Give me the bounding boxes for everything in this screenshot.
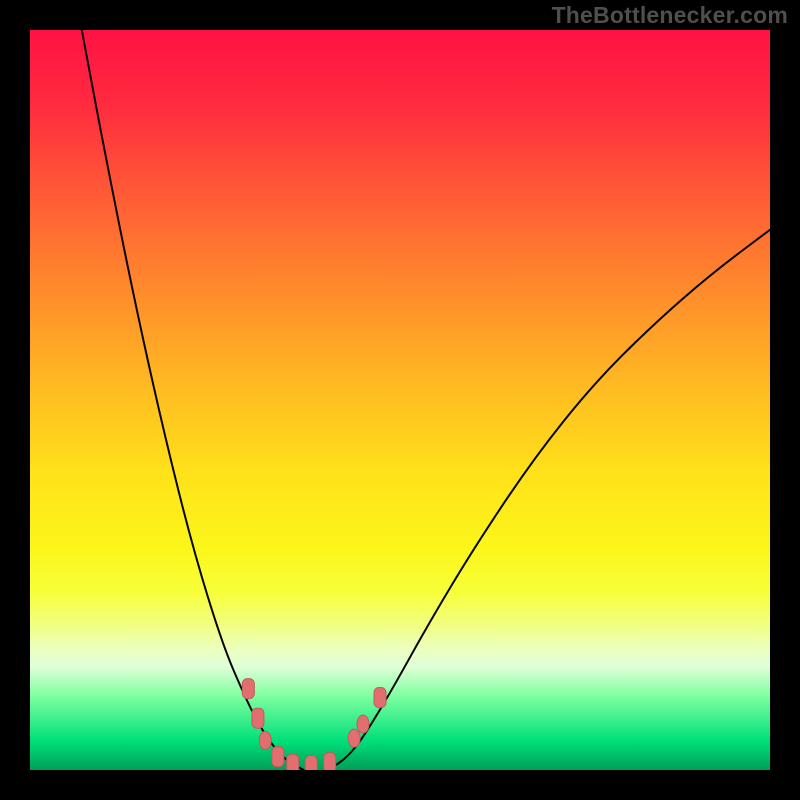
curve-marker bbox=[357, 715, 369, 733]
curve-marker bbox=[272, 747, 284, 767]
curve-marker bbox=[242, 679, 254, 699]
chart-root: TheBottlenecker.com bbox=[0, 0, 800, 800]
curve-marker bbox=[324, 753, 336, 773]
chart-svg bbox=[0, 0, 800, 800]
curve-marker bbox=[374, 687, 386, 707]
curve-marker bbox=[348, 729, 360, 747]
watermark-text: TheBottlenecker.com bbox=[552, 2, 788, 29]
border-edge bbox=[770, 0, 800, 800]
border-edge bbox=[0, 770, 800, 800]
curve-marker bbox=[252, 708, 264, 728]
border-edge bbox=[0, 0, 30, 800]
curve-marker bbox=[259, 731, 271, 749]
gradient-background bbox=[30, 30, 770, 770]
